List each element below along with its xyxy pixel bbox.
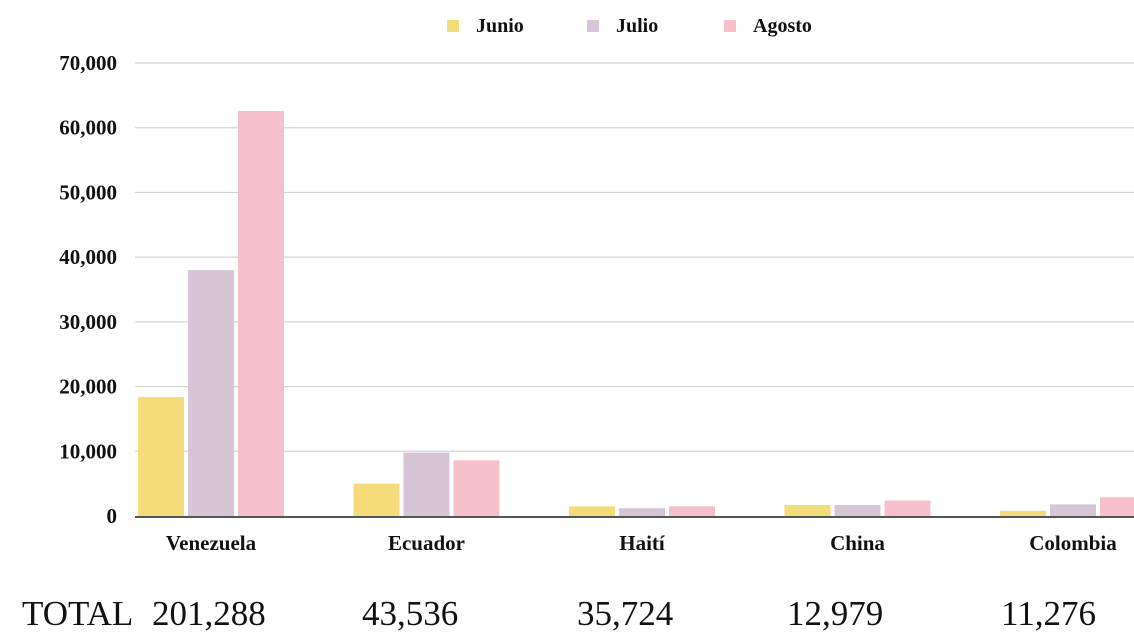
bar-agosto-venezuela: [238, 110, 284, 516]
legend-label-junio: Junio: [476, 15, 524, 37]
total-ecuador: 43,536: [362, 594, 459, 633]
y-tick-label: 70,000: [59, 51, 117, 75]
y-axis-ticks: 0 10,000 20,000 30,000 40,000 50,000 60,000 70,…: [59, 51, 117, 528]
legend-swatch-junio: [447, 20, 459, 32]
y-tick-label: 60,000: [59, 116, 117, 140]
chart-legend: Junio Julio Agosto: [447, 15, 812, 37]
totals-label: TOTAL: [22, 594, 134, 633]
legend-swatch-agosto: [724, 20, 736, 32]
x-tick-label-ecuador: Ecuador: [388, 531, 465, 555]
x-tick-label-haiti: Haití: [619, 531, 666, 555]
bar-agosto-china: [884, 500, 931, 516]
totals-row: TOTAL 201,288 43,536 35,724 12,979 11,27…: [0, 596, 1134, 640]
bar-chart: Junio Julio Agosto 0 10,000 20,000 30,000 40,0…: [59, 15, 1134, 555]
legend-swatch-julio: [587, 20, 599, 32]
chart-gridlines: [135, 62, 1134, 452]
bar-agosto-ecuador: [453, 460, 500, 516]
bar-junio-china: [784, 504, 831, 516]
x-tick-label-venezuela: Venezuela: [166, 531, 257, 555]
y-tick-label: 20,000: [59, 375, 117, 399]
legend-label-agosto: Agosto: [753, 15, 812, 37]
y-tick-label: 50,000: [59, 180, 117, 204]
total-haiti: 35,724: [577, 594, 674, 633]
total-china: 12,979: [787, 594, 884, 633]
bar-junio-haiti: [569, 506, 615, 516]
bar-junio-venezuela: [138, 396, 184, 516]
bar-julio-colombia: [1050, 504, 1096, 516]
bar-julio-venezuela: [188, 270, 234, 516]
x-axis-ticks: Venezuela Ecuador Haití China Colombia: [166, 531, 1117, 555]
bar-junio-ecuador: [353, 483, 400, 516]
bar-agosto-haiti: [669, 506, 715, 516]
y-tick-label: 0: [107, 504, 118, 528]
y-tick-label: 10,000: [59, 439, 117, 463]
y-tick-label: 40,000: [59, 245, 117, 269]
bar-agosto-colombia: [1100, 497, 1134, 516]
bar-julio-china: [834, 504, 881, 516]
total-venezuela: 201,288: [152, 594, 266, 633]
bar-junio-colombia: [1000, 510, 1046, 516]
x-tick-label-china: China: [830, 531, 885, 555]
bar-julio-haiti: [619, 508, 665, 516]
x-tick-label-colombia: Colombia: [1029, 531, 1117, 555]
legend-label-julio: Julio: [616, 15, 658, 37]
chart-bars: [138, 110, 1134, 516]
bar-julio-ecuador: [403, 452, 450, 516]
y-tick-label: 30,000: [59, 310, 117, 334]
total-colombia: 11,276: [1001, 594, 1096, 633]
